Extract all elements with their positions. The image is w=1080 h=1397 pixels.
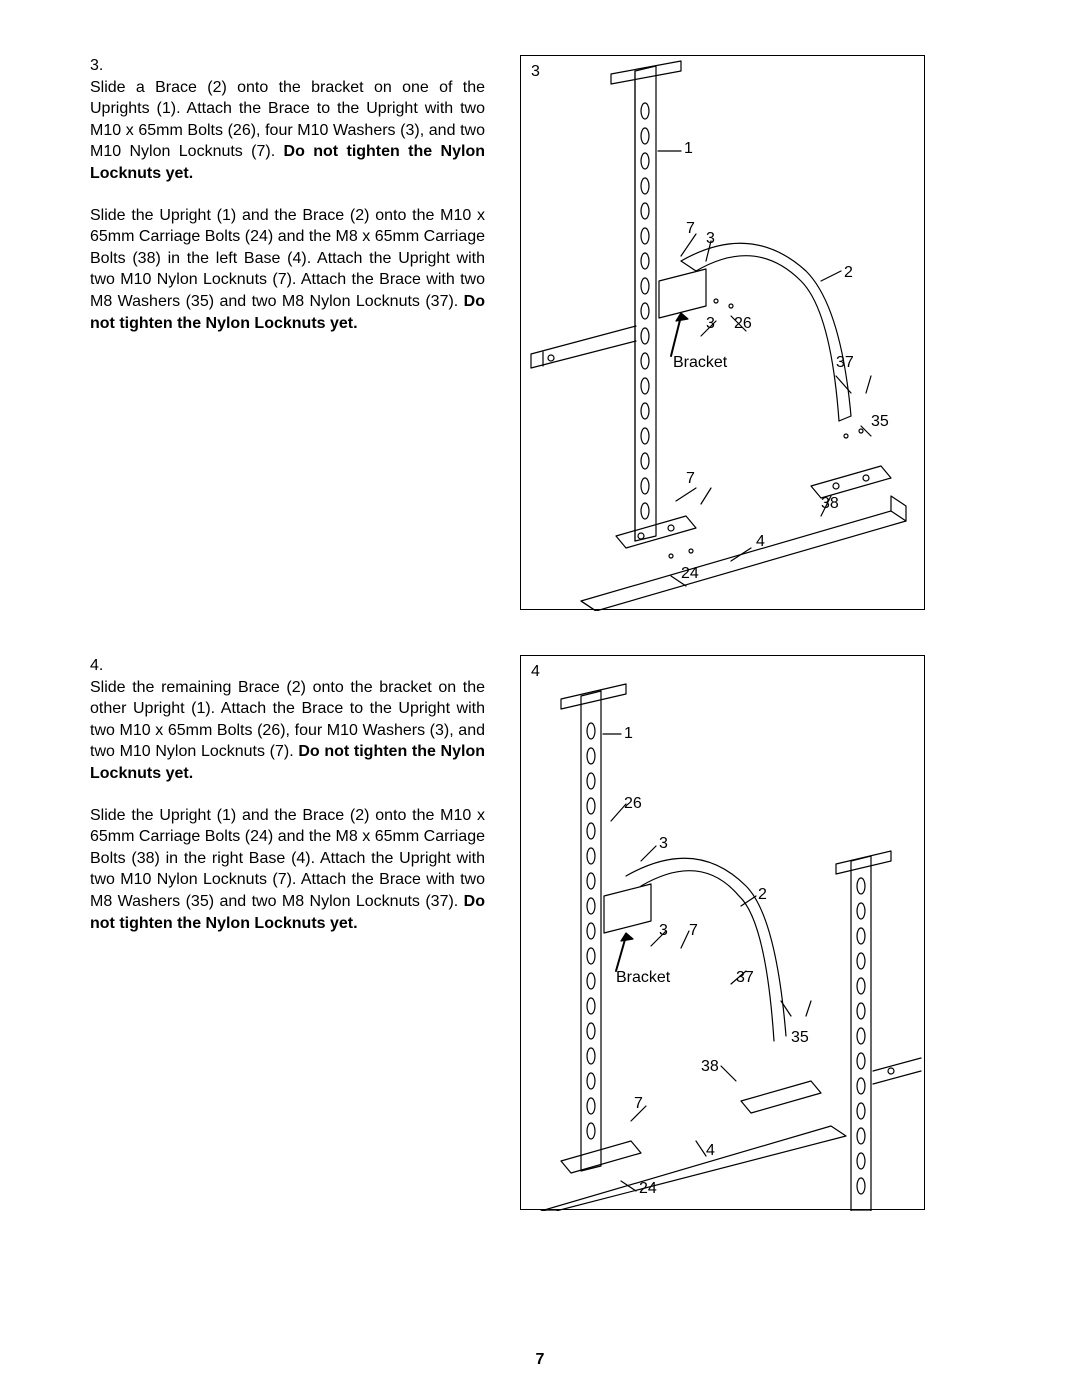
page-number: 7 (0, 1351, 1080, 1369)
lbl-7a: 7 (686, 221, 695, 237)
step4-figure: 4 1 26 3 2 3 7 Bracket 37 35 38 7 4 24 (520, 655, 925, 1210)
lbl-7a: 7 (689, 923, 698, 939)
step-body: Slide the remaining Brace (2) onto the b… (90, 677, 485, 935)
lbl-38: 38 (821, 496, 839, 512)
lbl-26: 26 (734, 316, 752, 332)
lbl-3b: 3 (659, 923, 668, 939)
lbl-bracket: Bracket (616, 970, 670, 986)
lbl-3b: 3 (706, 316, 715, 332)
lbl-24: 24 (639, 1181, 657, 1197)
lbl-bracket: Bracket (673, 355, 727, 371)
lbl-35: 35 (791, 1030, 809, 1046)
lbl-37: 37 (836, 355, 854, 371)
fig-corner: 4 (531, 664, 540, 680)
lbl-7b: 7 (686, 471, 695, 487)
step-body: Slide a Brace (2) onto the bracket on on… (90, 77, 485, 335)
step4-text: 4. Slide the remaining Brace (2) onto th… (90, 655, 520, 934)
lbl-35: 35 (871, 414, 889, 430)
lbl-3a: 3 (659, 836, 668, 852)
lbl-7b: 7 (634, 1096, 643, 1112)
assembly-step-4: 4. Slide the remaining Brace (2) onto th… (90, 655, 990, 1210)
step-number: 3. (90, 55, 120, 77)
lbl-1: 1 (624, 726, 633, 742)
diagram-4 (521, 656, 926, 1211)
lbl-26: 26 (624, 796, 642, 812)
lbl-4: 4 (706, 1143, 715, 1159)
lbl-38: 38 (701, 1059, 719, 1075)
lbl-2: 2 (844, 265, 853, 281)
step3-text: 3. Slide a Brace (2) onto the bracket on… (90, 55, 520, 334)
fig-corner: 3 (531, 64, 540, 80)
manual-page: 3. Slide a Brace (2) onto the bracket on… (0, 0, 1080, 1397)
step-number: 4. (90, 655, 120, 677)
lbl-3a: 3 (706, 231, 715, 247)
lbl-24: 24 (681, 566, 699, 582)
lbl-1: 1 (684, 141, 693, 157)
p2a: Slide the Upright (1) and the Brace (2) … (90, 807, 485, 910)
p2a: Slide the Upright (1) and the Brace (2) … (90, 207, 485, 310)
step3-figure: 3 1 7 3 2 3 26 Bracket 37 35 7 38 4 24 (520, 55, 925, 610)
lbl-37: 37 (736, 970, 754, 986)
lbl-4: 4 (756, 534, 765, 550)
assembly-step-3: 3. Slide a Brace (2) onto the bracket on… (90, 55, 990, 615)
diagram-3 (521, 56, 926, 611)
lbl-2: 2 (758, 887, 767, 903)
